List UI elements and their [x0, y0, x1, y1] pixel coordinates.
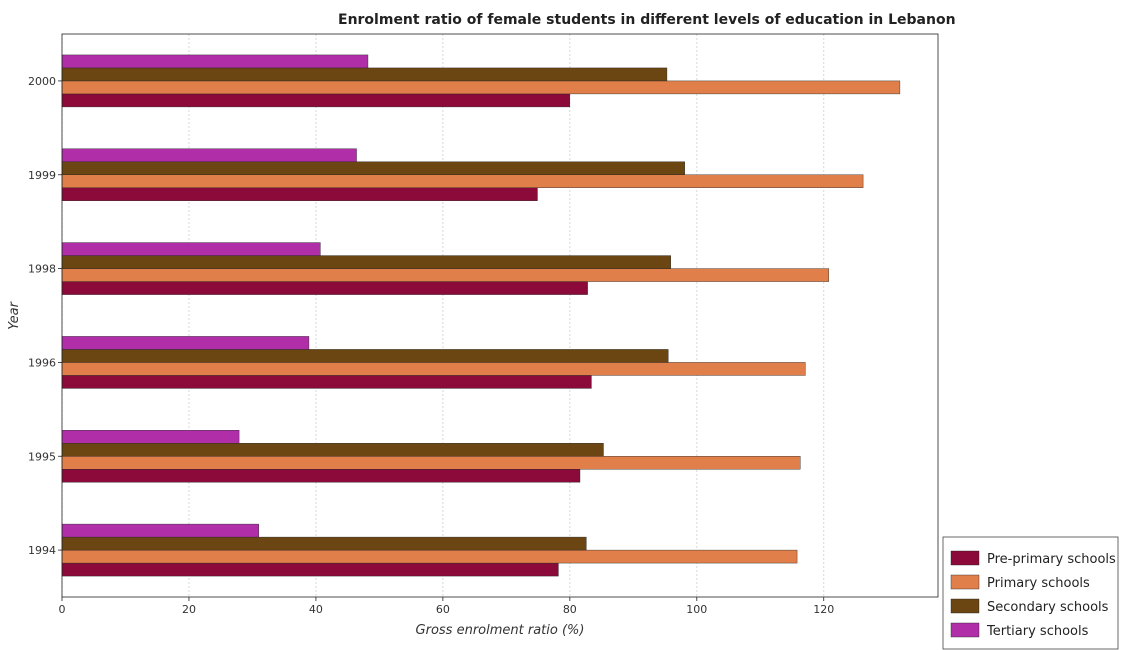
bar-pre-primary-schools [61, 469, 581, 483]
bars [61, 54, 901, 577]
y-tick-label: 1996 [28, 356, 56, 369]
x-tick-label: 0 [59, 603, 66, 616]
y-tick-label: 1995 [28, 450, 56, 463]
legend-swatch [950, 550, 980, 566]
bar-secondary-schools [61, 536, 587, 551]
y-tick-label: 1998 [28, 263, 56, 276]
x-axis-label: Gross enrolment ratio (%) [416, 623, 585, 638]
bar-tertiary-schools [61, 523, 259, 538]
legend-label: Primary schools [987, 576, 1090, 591]
legend-label: Tertiary schools [986, 624, 1089, 639]
y-tick-label: 1999 [28, 169, 56, 182]
bar-secondary-schools [61, 161, 685, 175]
gridlines [61, 34, 825, 597]
legend: Pre-primary schools Primary schools Second… [942, 536, 1119, 650]
plot-frame [61, 33, 939, 598]
legend-label: Pre-primary schools [987, 552, 1116, 567]
y-tick-label: 1994 [28, 544, 56, 557]
x-tick-label: 120 [813, 603, 834, 616]
bar-secondary-schools [61, 443, 604, 457]
bar-pre-primary-schools [61, 187, 538, 201]
bar-primary-schools [61, 268, 830, 282]
bar-tertiary-schools [61, 336, 310, 350]
bar-primary-schools [61, 174, 864, 188]
x-tick-label: 80 [563, 603, 577, 616]
chart-title: Enrolment ratio of female students in di… [338, 12, 956, 28]
x-tick-labels: 0 20 40 60 80 100 120 [59, 597, 834, 616]
bar-secondary-schools [61, 255, 671, 269]
bar-pre-primary-schools [61, 375, 592, 389]
bar-tertiary-schools [61, 54, 369, 69]
bar-primary-schools [61, 80, 901, 95]
bar-pre-primary-schools [61, 93, 571, 108]
bar-pre-primary-schools [61, 562, 559, 577]
bar-tertiary-schools [61, 148, 357, 162]
bar-tertiary-schools [61, 242, 321, 256]
bar-primary-schools [61, 456, 801, 470]
legend-label: Secondary schools [987, 600, 1109, 615]
y-axis-label: Year [7, 300, 22, 329]
legend-swatch [950, 622, 980, 638]
bar-primary-schools [61, 549, 798, 564]
bar-primary-schools [61, 362, 806, 376]
x-tick-label: 60 [436, 603, 450, 616]
y-tick-labels: 1994 1995 1996 1998 1999 2000 [28, 75, 62, 557]
bar-secondary-schools [61, 349, 669, 363]
bar-secondary-schools [61, 67, 668, 82]
x-tick-label: 40 [309, 603, 323, 616]
x-tick-label: 20 [182, 603, 196, 616]
y-tick-label: 2000 [28, 75, 56, 88]
legend-swatch [950, 598, 980, 614]
bar-tertiary-schools [61, 430, 240, 444]
bar-pre-primary-schools [61, 281, 588, 295]
legend-swatch [950, 574, 980, 590]
x-tick-label: 100 [686, 603, 707, 616]
